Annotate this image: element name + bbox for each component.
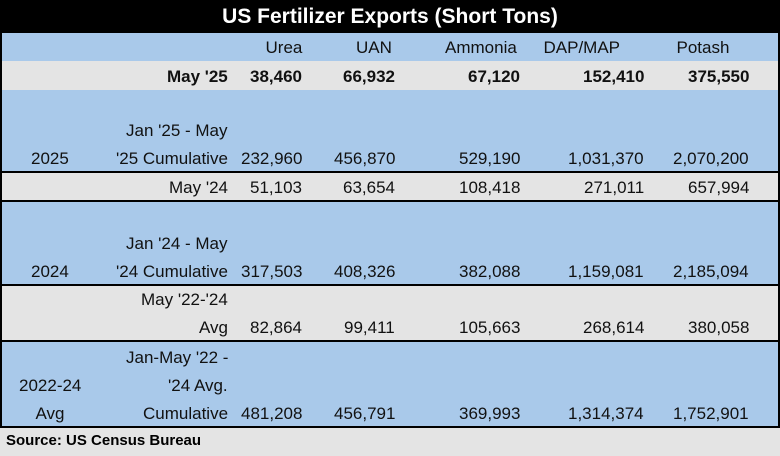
table-cell: 380,058 [688, 318, 750, 337]
table-cell: 63,654 [343, 178, 395, 197]
row-bg [0, 172, 780, 201]
table-cell: 382,088 [459, 262, 521, 281]
table-cell: 38,460 [250, 67, 302, 86]
row-divider [0, 284, 780, 286]
column-header-potash: Potash [676, 38, 730, 57]
row-divider [0, 171, 780, 173]
table-cell: 232,960 [241, 149, 303, 168]
table-border [778, 33, 780, 427]
table-cell: 1,031,370 [568, 149, 644, 168]
table-cell: 152,410 [583, 67, 645, 86]
row-label: Jan-May '22 - [126, 348, 229, 367]
year-label: 2022-24 [19, 376, 82, 395]
column-header-urea: Urea [265, 38, 303, 57]
column-header-dapmap: DAP/MAP [543, 38, 621, 57]
table-cell: 108,418 [459, 178, 521, 197]
row-bg [0, 61, 780, 90]
row-divider [0, 426, 780, 428]
row-label: May '24 [169, 178, 228, 197]
table-cell: 657,994 [688, 178, 750, 197]
table-cell: 268,614 [583, 318, 645, 337]
row-label: Jan '24 - May [126, 234, 228, 253]
table-cell: 2,070,200 [673, 149, 749, 168]
row-label: May '22-'24 [141, 290, 228, 309]
table-cell: 317,503 [241, 262, 303, 281]
table-cell: 1,314,374 [568, 404, 644, 423]
column-header-uan: UAN [356, 38, 392, 57]
table-cell: 456,870 [334, 149, 396, 168]
table-cell: 369,993 [459, 404, 521, 423]
table-cell: 271,011 [584, 178, 645, 197]
table-cell: 82,864 [250, 318, 302, 337]
table-cell: 456,791 [334, 404, 396, 423]
table-cell: 51,103 [250, 178, 302, 197]
table-cell: 375,550 [688, 67, 750, 86]
row-label: '24 Avg. [168, 376, 228, 395]
table-cell: 481,208 [241, 404, 303, 423]
row-label: '25 Cumulative [116, 149, 228, 168]
row-label: Cumulative [143, 404, 229, 423]
table-cell: 529,190 [459, 149, 521, 168]
header-row-bg [0, 33, 780, 61]
row-bg [0, 341, 780, 427]
table-cell: 105,663 [459, 318, 521, 337]
table-cell: 408,326 [334, 262, 396, 281]
source-footer [0, 427, 780, 456]
table-cell: 66,932 [343, 67, 395, 86]
row-label: Avg [199, 318, 228, 337]
year-label: 2024 [31, 262, 69, 281]
row-divider [0, 340, 780, 342]
row-bg [0, 201, 780, 285]
table-cell: 1,752,901 [673, 404, 749, 423]
row-bg [0, 285, 780, 341]
table-cell: 99,411 [344, 318, 395, 337]
row-label: May '25 [167, 67, 228, 86]
table-cell: 1,159,081 [568, 262, 644, 281]
row-bg [0, 90, 780, 172]
table-border [0, 33, 2, 427]
source-label: Source: US Census Bureau [6, 432, 202, 449]
table-title: US Fertilizer Exports (Short Tons) [0, 0, 780, 33]
year-label: 2025 [31, 149, 69, 168]
row-divider [0, 200, 780, 202]
column-header-ammonia: Ammonia [445, 38, 517, 57]
table-cell: 67,120 [468, 67, 520, 86]
row-label: Jan '25 - May [126, 121, 228, 140]
year-label: Avg [35, 404, 65, 423]
row-label: '24 Cumulative [116, 262, 228, 281]
table-cell: 2,185,094 [673, 262, 749, 281]
